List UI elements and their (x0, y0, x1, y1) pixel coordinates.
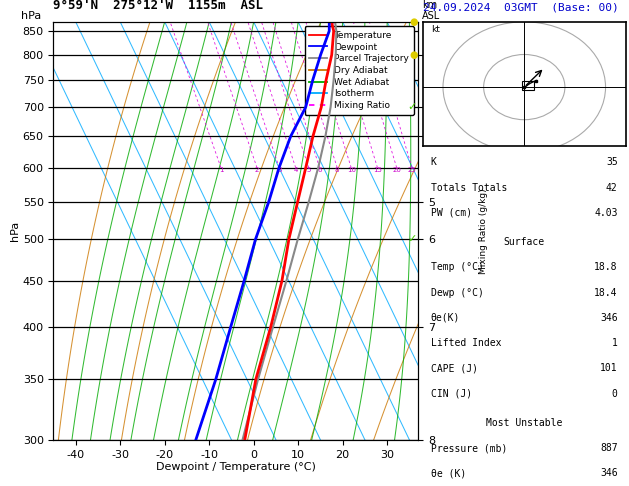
Text: Temp (°C): Temp (°C) (431, 262, 484, 272)
X-axis label: Dewpoint / Temperature (°C): Dewpoint / Temperature (°C) (156, 462, 316, 472)
Text: PW (cm): PW (cm) (431, 208, 472, 218)
Text: 35: 35 (606, 157, 618, 167)
Text: ✓: ✓ (407, 102, 416, 112)
Text: 9°59'N  275°12'W  1155m  ASL: 9°59'N 275°12'W 1155m ASL (53, 0, 264, 12)
Text: Surface: Surface (504, 237, 545, 247)
Text: 0: 0 (612, 389, 618, 399)
Text: Dewp (°C): Dewp (°C) (431, 288, 484, 297)
Legend: Temperature, Dewpoint, Parcel Trajectory, Dry Adiabat, Wet Adiabat, Isotherm, Mi: Temperature, Dewpoint, Parcel Trajectory… (304, 26, 414, 115)
Text: θe(K): θe(K) (431, 313, 460, 323)
Text: Lifted Index: Lifted Index (431, 338, 501, 348)
Text: 18.4: 18.4 (594, 288, 618, 297)
Text: 887: 887 (600, 443, 618, 453)
Text: 42: 42 (606, 183, 618, 192)
Text: 24.09.2024  03GMT  (Base: 00): 24.09.2024 03GMT (Base: 00) (423, 2, 618, 12)
Text: 5: 5 (306, 167, 311, 173)
Text: 4: 4 (294, 167, 298, 173)
Text: 1: 1 (219, 167, 223, 173)
Text: ●: ● (409, 17, 418, 27)
Text: 2: 2 (255, 167, 259, 173)
Y-axis label: hPa: hPa (10, 221, 20, 241)
Text: Totals Totals: Totals Totals (431, 183, 507, 192)
Text: 25: 25 (408, 167, 416, 173)
Text: 15: 15 (373, 167, 382, 173)
Text: 346: 346 (600, 469, 618, 478)
Bar (522, 81, 535, 90)
Text: hPa: hPa (21, 11, 41, 21)
Text: Mixing Ratio (g/kg): Mixing Ratio (g/kg) (479, 188, 489, 274)
Text: LCL: LCL (422, 24, 440, 34)
Text: 20: 20 (392, 167, 401, 173)
Text: Pressure (mb): Pressure (mb) (431, 443, 507, 453)
Text: CIN (J): CIN (J) (431, 389, 472, 399)
Text: 18.8: 18.8 (594, 262, 618, 272)
Text: 4.03: 4.03 (594, 208, 618, 218)
Text: kt: kt (431, 25, 440, 34)
Text: Most Unstable: Most Unstable (486, 418, 562, 428)
Text: 10: 10 (347, 167, 356, 173)
Text: ●: ● (409, 50, 418, 60)
Text: 1: 1 (612, 338, 618, 348)
Text: CAPE (J): CAPE (J) (431, 364, 478, 373)
Text: θe (K): θe (K) (431, 469, 466, 478)
Text: K: K (431, 157, 437, 167)
Text: km
ASL: km ASL (422, 0, 440, 21)
Text: 8: 8 (335, 167, 340, 173)
Text: ✓: ✓ (407, 234, 416, 244)
Text: 101: 101 (600, 364, 618, 373)
Text: 346: 346 (600, 313, 618, 323)
Text: 6: 6 (318, 167, 322, 173)
Text: 3: 3 (277, 167, 282, 173)
